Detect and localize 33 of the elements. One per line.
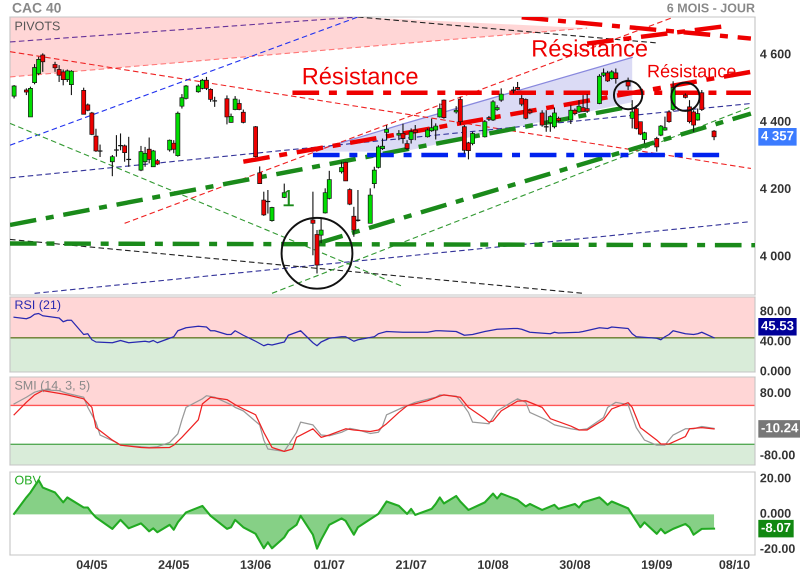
y-tick-label: 4 200 <box>760 184 791 194</box>
chart-title: CAC 40 <box>12 2 61 13</box>
chart-title: RSI (21) <box>15 300 60 312</box>
y-tick-label: 4 400 <box>760 116 791 126</box>
y-tick-label: 80.00 <box>760 388 791 398</box>
x-tick-label: 13/06 <box>240 560 271 570</box>
chart-subtitle: 6 MOIS - JOUR <box>667 4 755 12</box>
y-tick-label: 0.000 <box>760 366 791 376</box>
y-tick-label: -20.00 <box>760 544 795 554</box>
y-tick-label: -80.00 <box>760 450 795 460</box>
text: 4 357 <box>761 131 794 140</box>
x-tick-label: 08/10 <box>719 560 750 570</box>
annotation: Résistance <box>533 39 647 57</box>
y-tick-label: 20.00 <box>760 474 791 482</box>
y-tick-label: 4 000 <box>760 251 791 260</box>
y-tick-label: 80.00 <box>760 306 791 316</box>
x-tick-label: 04/05 <box>76 560 108 570</box>
x-tick-label: 10/08 <box>478 560 508 570</box>
x-tick-label: 21/07 <box>396 560 426 570</box>
chart-title: SMI (14, 3, 5) <box>15 380 90 392</box>
y-tick-label: 4 600 <box>760 50 791 58</box>
annotation: PIVOTS <box>15 22 60 30</box>
ref-line-label: 45.53 <box>761 320 794 330</box>
annotation: Résistance <box>304 66 418 84</box>
text: -10.24 <box>761 423 798 432</box>
x-tick-label: 19/09 <box>642 560 672 570</box>
y-tick-label: 0.000 <box>760 508 791 518</box>
text: -8.07 <box>761 522 790 532</box>
x-tick-label: 30/08 <box>560 560 590 570</box>
y-tick-label: 40.00 <box>760 336 791 346</box>
annotation: 1 <box>284 190 294 206</box>
x-tick-label: 24/05 <box>158 560 190 570</box>
x-tick-label: 01/07 <box>314 560 344 570</box>
